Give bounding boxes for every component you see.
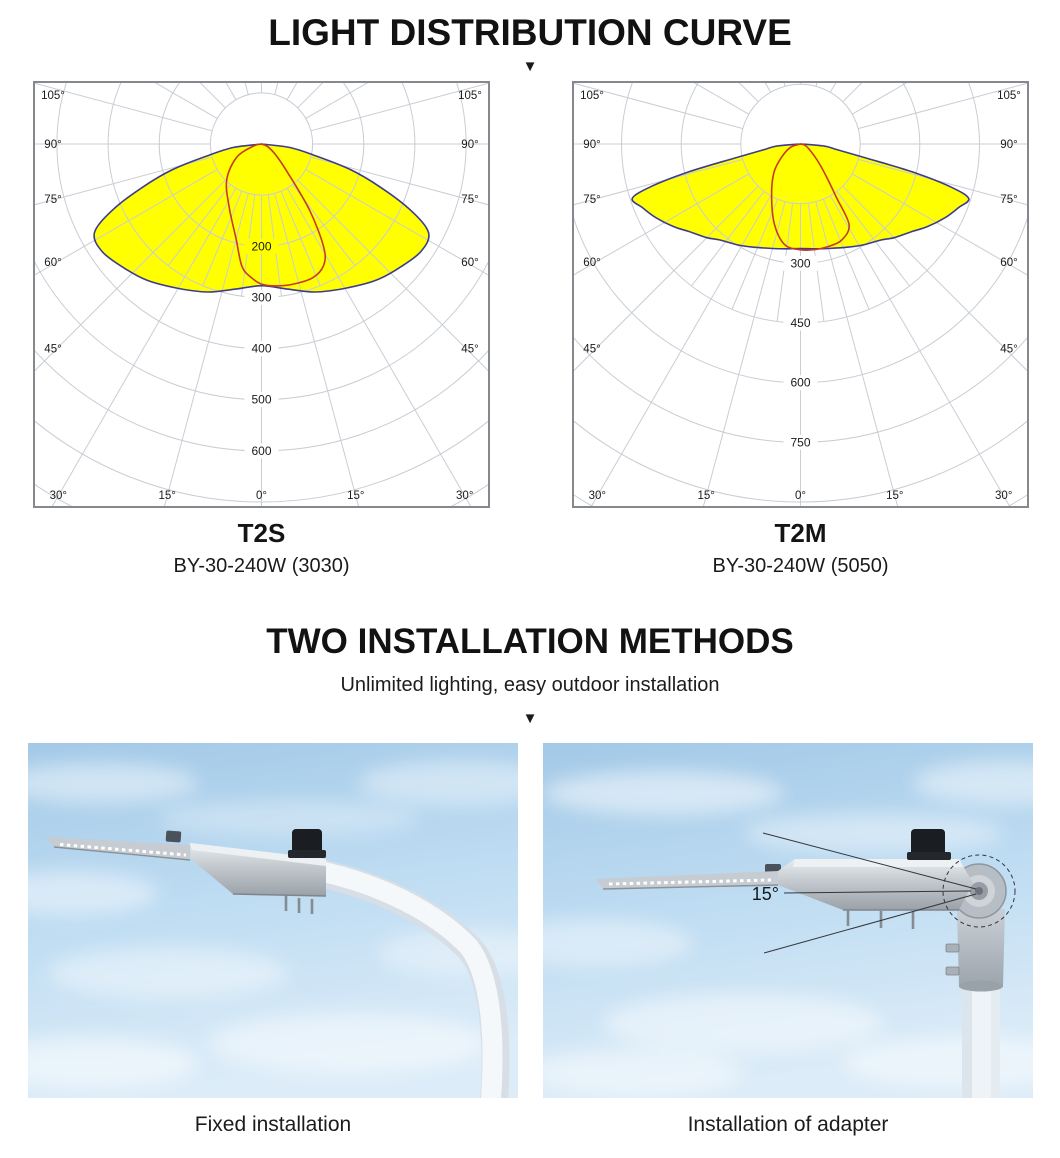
svg-text:75°: 75°: [44, 194, 61, 206]
model-label: BY-30-240W (3030): [173, 555, 350, 577]
svg-text:400: 400: [251, 342, 271, 356]
photo-caption: Fixed installation: [194, 1113, 352, 1136]
tilt-angle-annotation: [762, 832, 1016, 954]
chart-figure-t2s: 200 300 400 500 600 105° 105° 90° 90° 75° 75° 60° 60…: [33, 81, 490, 578]
arrow-down-icon: ▼: [522, 710, 538, 727]
lamp-blade: [596, 871, 778, 889]
wide-beam-outline: [93, 143, 430, 293]
svg-text:45°: 45°: [583, 344, 600, 356]
street-lamp: [46, 829, 327, 914]
blade-edge: [602, 884, 779, 890]
svg-text:600: 600: [790, 376, 810, 390]
hanging-bolts: [846, 910, 915, 929]
svg-text:105°: 105°: [458, 90, 482, 102]
svg-text:15°: 15°: [347, 490, 364, 502]
chart-caption: T2S BY-30-240W (3030): [33, 518, 490, 578]
svg-text:30°: 30°: [589, 490, 606, 502]
blade-edge: [53, 846, 191, 861]
tilt-line-up: [762, 832, 977, 890]
hanging-bolts: [284, 896, 314, 914]
pivot-dashed-circle: [942, 854, 1016, 928]
svg-text:30°: 30°: [50, 490, 67, 502]
page-title: LIGHT DISTRIBUTION CURVE: [268, 12, 792, 53]
sensor-base: [288, 850, 326, 858]
light-distribution-section: 200 300 400 500 600 105° 105° 90° 90° 75° 75° 60° 60…: [0, 81, 1060, 578]
svg-text:0°: 0°: [795, 490, 806, 502]
chart-figure-t2m: 300 450 600 750 105° 105° 90° 90° 75° 75° 60° 60° 45…: [572, 81, 1029, 578]
narrow-beam-curve: [225, 143, 327, 287]
svg-text:75°: 75°: [461, 194, 478, 206]
svg-text:105°: 105°: [997, 90, 1021, 102]
chart-caption: T2M BY-30-240W (5050): [572, 518, 1029, 578]
street-lamp: [596, 829, 973, 929]
svg-text:750: 750: [790, 435, 810, 449]
led-strip: [59, 843, 187, 857]
beam-type-label: T2M: [774, 518, 827, 548]
sensor-base: [907, 852, 951, 860]
svg-text:450: 450: [790, 316, 810, 330]
svg-text:300: 300: [251, 290, 271, 304]
svg-text:15°: 15°: [697, 490, 714, 502]
svg-text:75°: 75°: [1000, 194, 1017, 206]
clouds: [28, 761, 518, 1089]
lamp-top-face: [190, 843, 326, 866]
fixed-installation-photo: [28, 743, 518, 1098]
installation-section-title: TWO INSTALLATION METHODS: [266, 622, 794, 661]
svg-text:60°: 60°: [583, 257, 600, 269]
svg-text:60°: 60°: [1000, 257, 1017, 269]
svg-text:60°: 60°: [461, 257, 478, 269]
curved-pole: [310, 860, 510, 1098]
chart-labels: 200 300 400 500 600 105° 105° 90° 90° 75° 75° 60° 60…: [41, 90, 482, 502]
svg-text:60°: 60°: [44, 257, 61, 269]
straight-pole: [962, 983, 1000, 1098]
lamp-body: [778, 859, 973, 910]
svg-text:0°: 0°: [256, 490, 267, 502]
svg-text:105°: 105°: [41, 90, 65, 102]
svg-text:90°: 90°: [44, 139, 61, 151]
installation-methods-section: Fixed installation: [0, 743, 1060, 1137]
svg-text:105°: 105°: [580, 90, 604, 102]
mounting-clip: [165, 830, 182, 843]
fixed-installation-figure: Fixed installation: [28, 743, 518, 1137]
svg-text:15°: 15°: [158, 490, 175, 502]
polar-chart-t2m: 300 450 600 750 105° 105° 90° 90° 75° 75° 60° 60° 45…: [572, 81, 1029, 508]
arrow-down-icon: ▼: [522, 58, 538, 75]
polar-chart-svg: 300 450 600 750 105° 105° 90° 90° 75° 75° 60° 60° 45…: [572, 81, 1029, 508]
tilt-line-down: [763, 893, 977, 954]
svg-text:90°: 90°: [1000, 139, 1017, 151]
adapter-installation-figure: 15° Installation of adapter: [543, 743, 1033, 1137]
wide-beam-area: [632, 144, 969, 249]
collar-bolts: [945, 943, 960, 976]
tilt-line-horizontal: [783, 890, 972, 894]
svg-text:30°: 30°: [456, 490, 473, 502]
svg-text:200: 200: [251, 239, 271, 253]
installation-section-subtitle: Unlimited lighting, easy outdoor install…: [340, 674, 720, 696]
svg-text:45°: 45°: [44, 344, 61, 356]
polar-chart-svg: 200 300 400 500 600 105° 105° 90° 90° 75° 75° 60° 60…: [33, 81, 490, 508]
svg-text:30°: 30°: [995, 490, 1012, 502]
beam-type-label: T2S: [237, 518, 286, 548]
narrow-beam-curve: [770, 143, 850, 252]
svg-text:15°: 15°: [886, 490, 903, 502]
photocell-sensor: [911, 829, 945, 857]
model-label: BY-30-240W (5050): [712, 555, 889, 577]
adapter-installation-photo: 15°: [543, 743, 1033, 1098]
svg-text:90°: 90°: [583, 139, 600, 151]
adapter-collar: [945, 909, 1005, 992]
svg-text:90°: 90°: [461, 139, 478, 151]
photo-caption: Installation of adapter: [687, 1113, 889, 1136]
svg-text:300: 300: [790, 256, 810, 270]
photocell-sensor: [292, 829, 322, 855]
svg-text:45°: 45°: [461, 344, 478, 356]
tilt-angle-label: 15°: [752, 884, 779, 904]
wide-beam-outline: [631, 143, 970, 250]
lamp-underside-edge: [232, 893, 327, 897]
svg-text:600: 600: [251, 444, 271, 458]
chart-labels: 300 450 600 750 105° 105° 90° 90° 75° 75° 60° 60° 45…: [580, 90, 1021, 502]
polar-chart-t2s: 200 300 400 500 600 105° 105° 90° 90° 75° 75° 60° 60…: [33, 81, 490, 508]
svg-text:75°: 75°: [583, 194, 600, 206]
svg-text:500: 500: [251, 393, 271, 407]
svg-text:45°: 45°: [1000, 344, 1017, 356]
